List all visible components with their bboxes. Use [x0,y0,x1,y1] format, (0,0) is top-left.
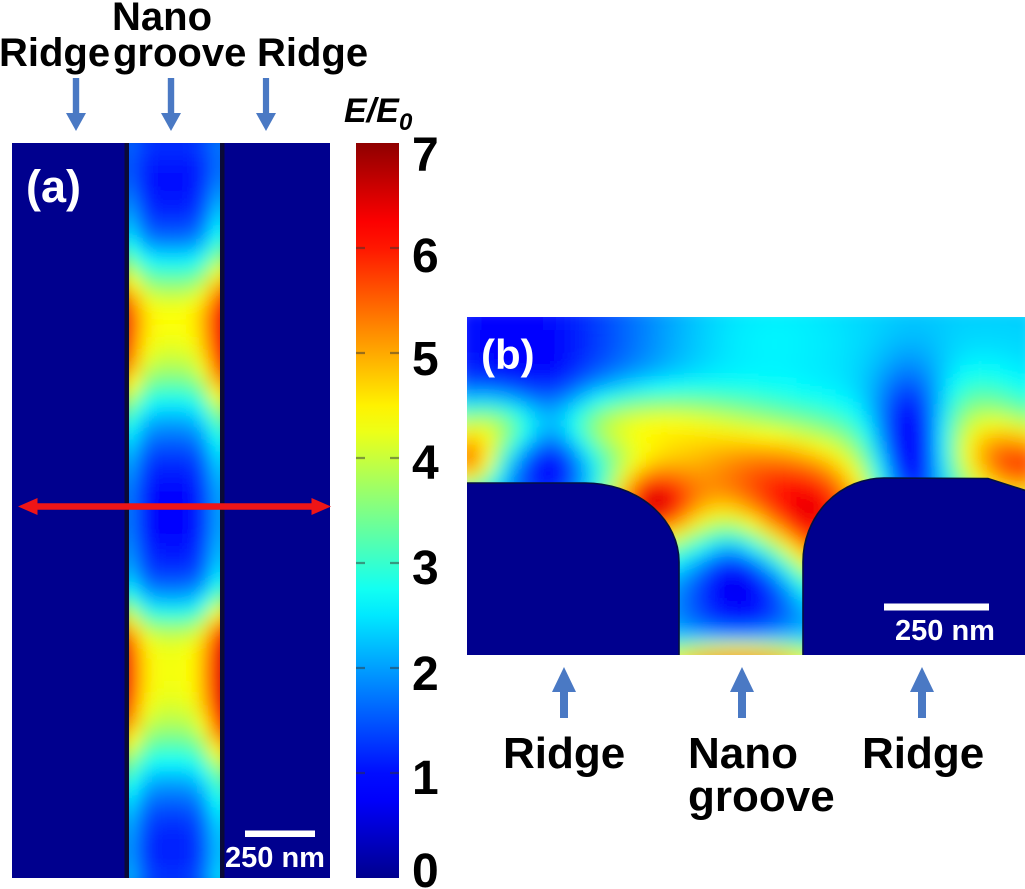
svg-text:1: 1 [412,752,439,805]
svg-text:2: 2 [412,648,439,701]
svg-text:3: 3 [412,542,439,595]
svg-text:E/E: E/E [344,92,400,130]
svg-text:(a): (a) [26,161,81,212]
svg-text:Ridge: Ridge [257,31,368,75]
svg-text:0: 0 [399,109,413,136]
svg-text:6: 6 [412,230,439,283]
svg-text:0: 0 [412,845,439,889]
svg-text:Nano: Nano [688,729,798,778]
svg-text:(b): (b) [481,331,535,378]
svg-text:groove: groove [688,772,835,821]
svg-text:Ridge: Ridge [503,729,625,778]
svg-text:4: 4 [412,437,439,490]
svg-text:7: 7 [412,129,439,182]
svg-text:Nano: Nano [112,0,212,39]
svg-text:Ridge: Ridge [0,31,110,75]
svg-text:250 nm: 250 nm [895,615,995,647]
svg-text:Ridge: Ridge [862,729,984,778]
svg-text:groove: groove [113,31,246,75]
svg-text:250 nm: 250 nm [225,842,325,874]
svg-text:5: 5 [412,333,439,386]
